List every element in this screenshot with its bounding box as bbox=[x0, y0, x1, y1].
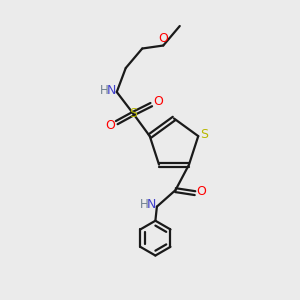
Text: S: S bbox=[129, 107, 137, 120]
Text: O: O bbox=[153, 95, 163, 108]
Text: H: H bbox=[100, 84, 109, 97]
Text: N: N bbox=[107, 84, 116, 97]
Text: O: O bbox=[197, 185, 206, 198]
Text: O: O bbox=[105, 118, 115, 131]
Text: S: S bbox=[200, 128, 208, 141]
Text: O: O bbox=[158, 32, 168, 45]
Text: N: N bbox=[147, 198, 156, 211]
Text: H: H bbox=[140, 198, 149, 211]
